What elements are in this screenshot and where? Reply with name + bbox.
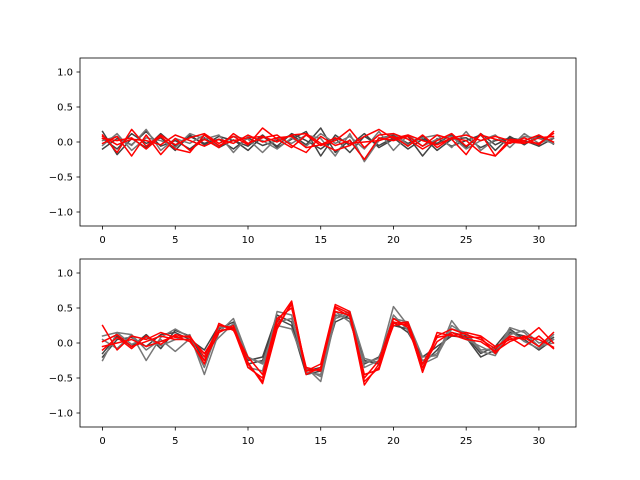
y-tick-label: 0.0 [57, 339, 73, 350]
x-tick-label: 0 [99, 436, 105, 447]
series-line-3 [101, 305, 555, 383]
x-tick-label: 20 [387, 235, 400, 246]
y-tick-label: 1.0 [57, 269, 73, 280]
series-group [101, 300, 555, 386]
subplot-2: 0 5 10 15 20 25 30 1.0 0.5 0.0 −0.5 −1.0 [49, 258, 577, 447]
x-tick-label: 5 [172, 436, 178, 447]
x-tick-label: 10 [242, 235, 255, 246]
y-tick-label: 1.0 [57, 68, 73, 79]
x-tick-label: 25 [460, 235, 473, 246]
series-line-9 [101, 132, 555, 149]
series-line-8 [101, 128, 555, 157]
subplot-1: 0 5 10 15 20 25 30 1.0 0.5 0.0 −0.5 −1.0 [49, 57, 577, 246]
series-line-5 [101, 310, 555, 378]
series-line-9 [101, 301, 555, 385]
y-tick-label: 0.5 [57, 103, 73, 114]
y-tick-label: −0.5 [49, 374, 73, 385]
series-line-4 [101, 310, 555, 376]
y-tick-label: 0.0 [57, 138, 73, 149]
y-tick-label: 0.5 [57, 304, 73, 315]
x-tick-label: 5 [172, 235, 178, 246]
y-tick-label: −0.5 [49, 173, 73, 184]
x-tick-label: 0 [99, 235, 105, 246]
series-group [101, 127, 555, 163]
series-line-5 [101, 130, 555, 154]
y-tick-label: −1.0 [49, 208, 73, 219]
plots: 0 5 10 15 20 25 30 1.0 0.5 0.0 −0.5 −1.0 0 5 10 15 20 25 3… [49, 57, 577, 447]
x-tick-label: 10 [242, 436, 255, 447]
x-tick-label: 30 [533, 436, 546, 447]
y-tick-label: −1.0 [49, 409, 73, 420]
x-tick-label: 15 [314, 436, 327, 447]
x-tick-label: 30 [533, 235, 546, 246]
x-tick-label: 25 [460, 436, 473, 447]
x-tick-label: 20 [387, 436, 400, 447]
x-tick-label: 15 [314, 235, 327, 246]
